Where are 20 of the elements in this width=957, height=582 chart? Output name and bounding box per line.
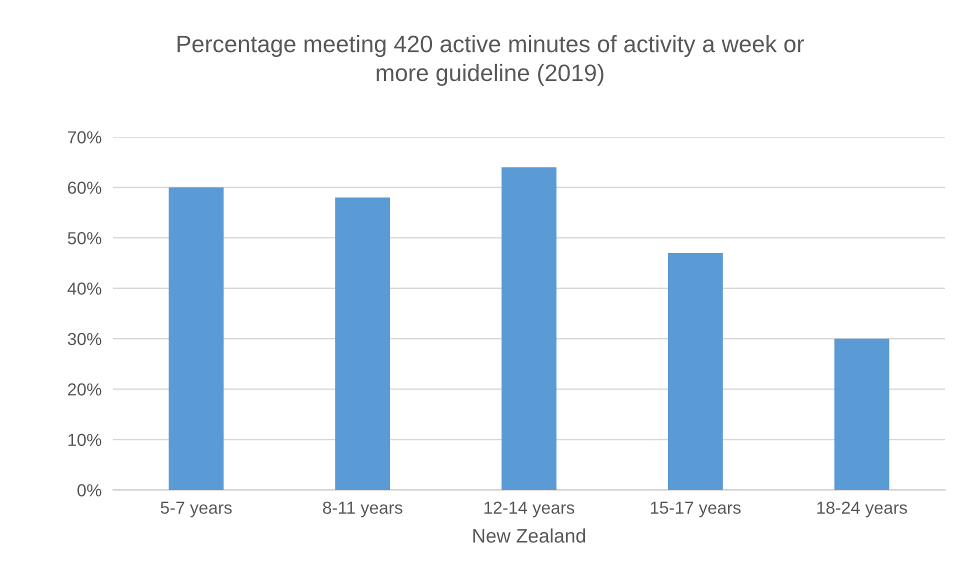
bar — [834, 338, 890, 490]
y-tick-label: 10% — [68, 434, 102, 446]
y-tick-label: 20% — [68, 383, 102, 396]
x-axis-title: New Zealand — [473, 528, 586, 543]
y-tick-label: 0% — [77, 484, 102, 496]
bar — [335, 198, 390, 490]
y-tick-label: 40% — [68, 282, 102, 295]
y-tick-label: 70% — [68, 131, 102, 144]
y-tick-label: 50% — [68, 232, 102, 244]
x-tick-label: 15-17 years — [650, 502, 741, 518]
x-tick-label: 18-24 years — [817, 502, 908, 518]
y-tick-label: 60% — [68, 182, 102, 194]
chart-title: Percentage meeting 420 active minutes of activity a week or more guideline (2019) — [178, 35, 804, 86]
x-tick-label: 5-7 years — [160, 502, 232, 518]
bar — [502, 167, 556, 490]
y-tick-label: 30% — [68, 332, 102, 346]
x-tick-label: 12-14 years — [484, 502, 574, 518]
bar — [668, 252, 723, 490]
x-tick-label: 8-11 years — [322, 502, 402, 518]
bar — [168, 187, 224, 490]
